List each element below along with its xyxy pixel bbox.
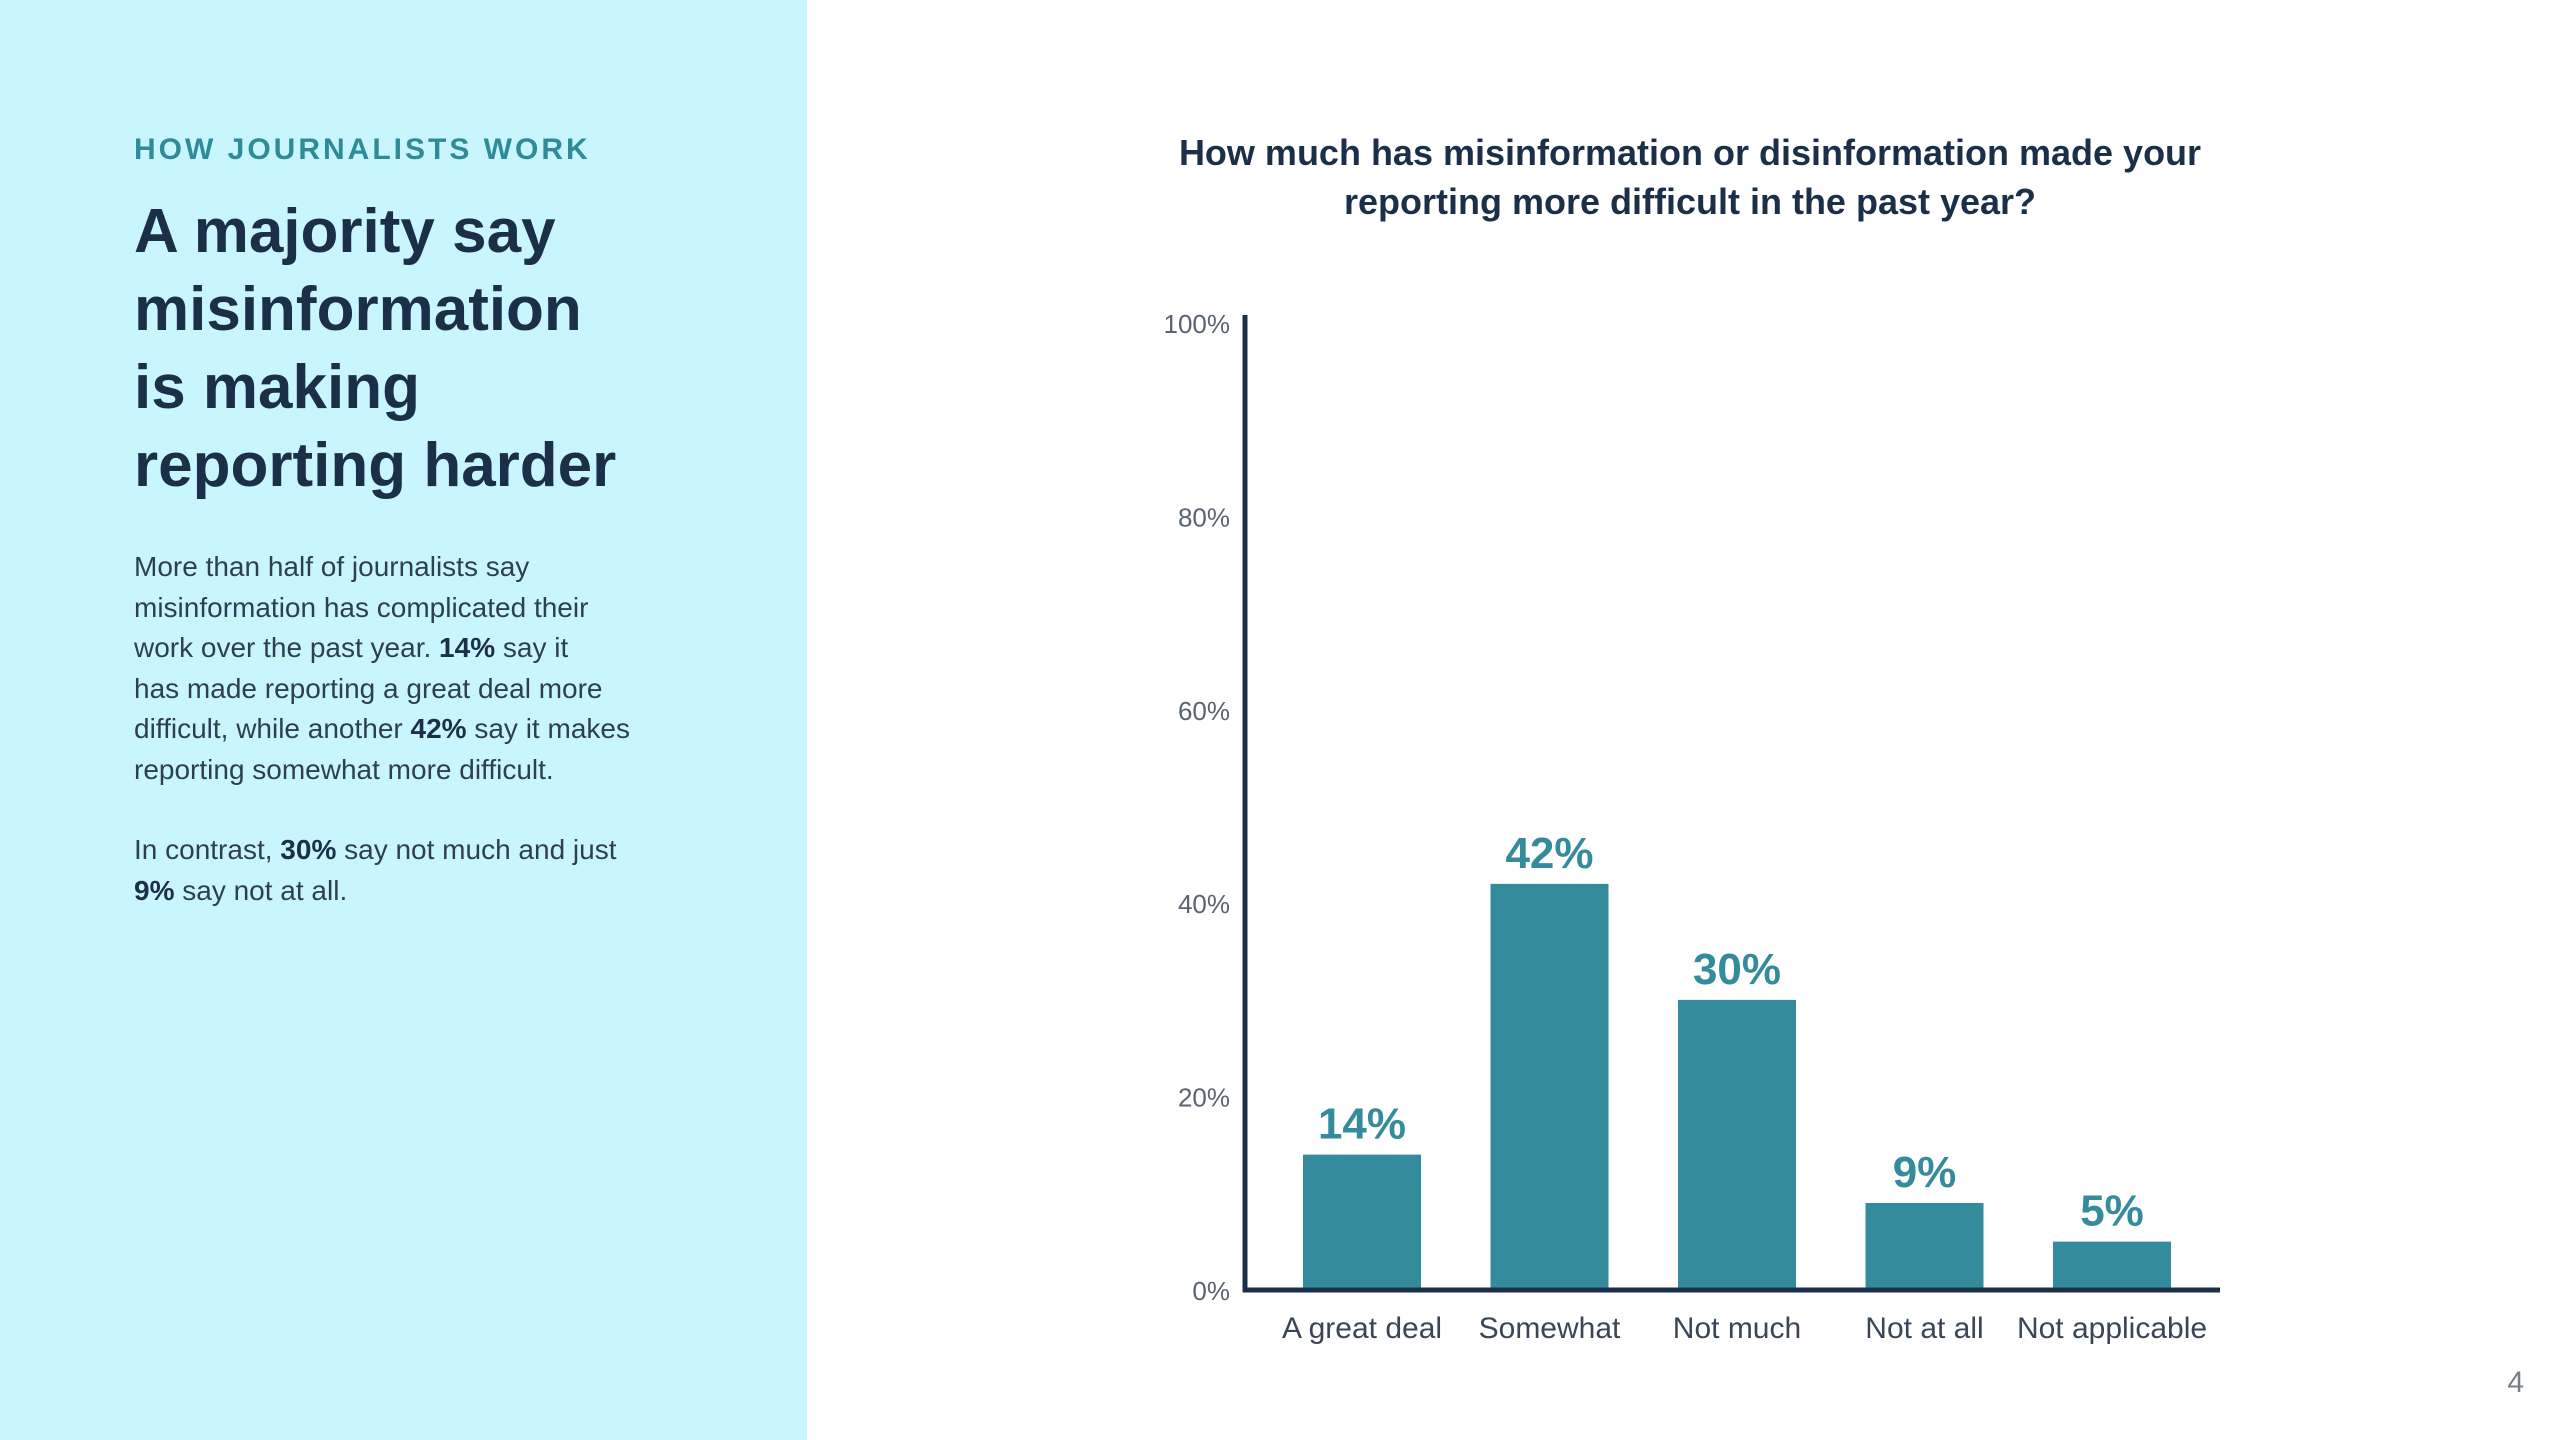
page-number: 4 bbox=[2507, 1366, 2524, 1399]
text-run: misinformation has complicated their bbox=[134, 591, 589, 623]
bar bbox=[2053, 1241, 2171, 1290]
bar bbox=[1865, 1202, 1984, 1290]
y-tick-label: 0% bbox=[1192, 1276, 1230, 1306]
paragraph-line: work over the past year. 14% say it bbox=[134, 628, 694, 669]
text-run: say it makes bbox=[466, 713, 630, 744]
highlight-stat: 9% bbox=[134, 874, 175, 906]
text-run: say not at all. bbox=[174, 874, 348, 906]
x-category-label: A great deal bbox=[1282, 1312, 1442, 1345]
paragraph-line: More than half of journalists say bbox=[134, 547, 694, 588]
text-run: say not much and just bbox=[336, 834, 617, 865]
x-category-label: Not applicable bbox=[2017, 1312, 2207, 1345]
y-tick-label: 100% bbox=[1164, 309, 1231, 339]
paragraph-line: difficult, while another 42% say it make… bbox=[134, 709, 694, 750]
data-label: 9% bbox=[1893, 1148, 1957, 1197]
y-tick-label: 80% bbox=[1178, 502, 1230, 532]
text-run: difficult, while another bbox=[134, 713, 411, 744]
headline: A majority say misinformation is making … bbox=[134, 193, 714, 505]
bar bbox=[1490, 883, 1609, 1290]
x-category-label: Not at all bbox=[1865, 1312, 1983, 1345]
contrast-paragraph: In contrast, 30% say not much and just 9%… bbox=[134, 830, 694, 911]
bar bbox=[1678, 999, 1796, 1290]
chart-title-line: reporting more difficult in the past yea… bbox=[1343, 181, 2037, 222]
paragraph-line: In contrast, 30% say not much and just bbox=[134, 830, 694, 871]
highlight-stat: 30% bbox=[280, 834, 337, 865]
headline-line: misinformation bbox=[134, 275, 582, 344]
text-run: say it bbox=[495, 632, 569, 663]
highlight-stat: 42% bbox=[410, 713, 467, 744]
section-eyebrow: HOW JOURNALISTS WORK bbox=[134, 133, 591, 166]
left-panel: HOW JOURNALISTS WORK A majority say misi… bbox=[0, 0, 807, 1440]
headline-line: reporting harder bbox=[134, 431, 617, 500]
y-tick-label: 20% bbox=[1178, 1083, 1230, 1113]
bar bbox=[1303, 1154, 1421, 1290]
x-category-label: Not much bbox=[1673, 1312, 1801, 1345]
text-run: has made reporting a great deal more bbox=[134, 672, 603, 704]
paragraph-line: has made reporting a great deal more bbox=[134, 669, 694, 710]
data-label: 14% bbox=[1318, 1100, 1406, 1149]
text-run: reporting somewhat more difficult. bbox=[134, 753, 554, 785]
text-run: More than half of journalists say bbox=[134, 551, 530, 582]
paragraph-line: reporting somewhat more difficult. bbox=[134, 750, 694, 791]
chart-title-line: How much has misinformation or disinform… bbox=[1178, 132, 2202, 173]
data-label: 42% bbox=[1505, 829, 1593, 878]
text-run: work over the past year. bbox=[134, 632, 440, 663]
headline-line: is making bbox=[134, 353, 420, 422]
paragraph-line: 9% say not at all. bbox=[134, 871, 694, 912]
chart-title: How much has misinformation or disinform… bbox=[1100, 128, 2280, 226]
paragraph-line: misinformation has complicated their bbox=[134, 588, 694, 629]
y-tick-label: 40% bbox=[1178, 889, 1230, 919]
highlight-stat: 14% bbox=[439, 632, 496, 663]
text-run: In contrast, bbox=[134, 834, 281, 865]
data-label: 30% bbox=[1693, 945, 1781, 994]
headline-line: A majority say bbox=[134, 197, 556, 266]
y-tick-label: 60% bbox=[1178, 696, 1230, 726]
x-category-label: Somewhat bbox=[1479, 1312, 1621, 1345]
data-label: 5% bbox=[2080, 1187, 2144, 1236]
summary-paragraph: More than half of journalists say misinfo… bbox=[134, 547, 694, 790]
